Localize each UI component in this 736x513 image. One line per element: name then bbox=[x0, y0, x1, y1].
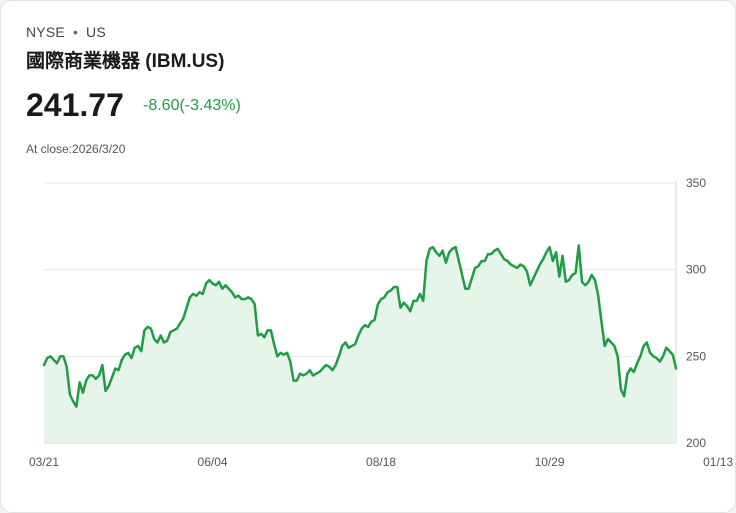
stock-name: 國際商業機器 (IBM.US) bbox=[26, 51, 225, 72]
separator-dot: • bbox=[72, 24, 79, 40]
y-axis: 200 250 300 350 bbox=[686, 176, 706, 450]
price-line bbox=[42, 244, 678, 408]
y-tick-label: 350 bbox=[686, 176, 706, 190]
x-tick-label: 08/18 bbox=[366, 455, 396, 469]
exchange-line: NYSE • US bbox=[26, 24, 106, 40]
x-tick-label: 03/21 bbox=[29, 455, 59, 469]
exchange-name: NYSE bbox=[26, 24, 65, 40]
price-change: -8.60(-3.43%) bbox=[143, 97, 241, 114]
close-date: At close:2026/3/20 bbox=[26, 142, 126, 156]
country-code: US bbox=[86, 24, 106, 40]
x-tick-label: 10/29 bbox=[535, 455, 565, 469]
y-tick-label: 200 bbox=[686, 436, 706, 450]
y-tick-label: 250 bbox=[686, 349, 706, 363]
stock-price: 241.77 bbox=[26, 87, 124, 123]
x-tick-label: 01/13 bbox=[703, 455, 733, 469]
price-chart[interactable]: 200 250 300 350 03/21 06/04 08/18 10/29 01/13 bbox=[1, 161, 735, 471]
x-tick-label: 06/04 bbox=[198, 455, 228, 469]
y-tick-label: 300 bbox=[686, 263, 706, 277]
x-axis: 03/21 06/04 08/18 10/29 01/13 bbox=[29, 455, 733, 469]
